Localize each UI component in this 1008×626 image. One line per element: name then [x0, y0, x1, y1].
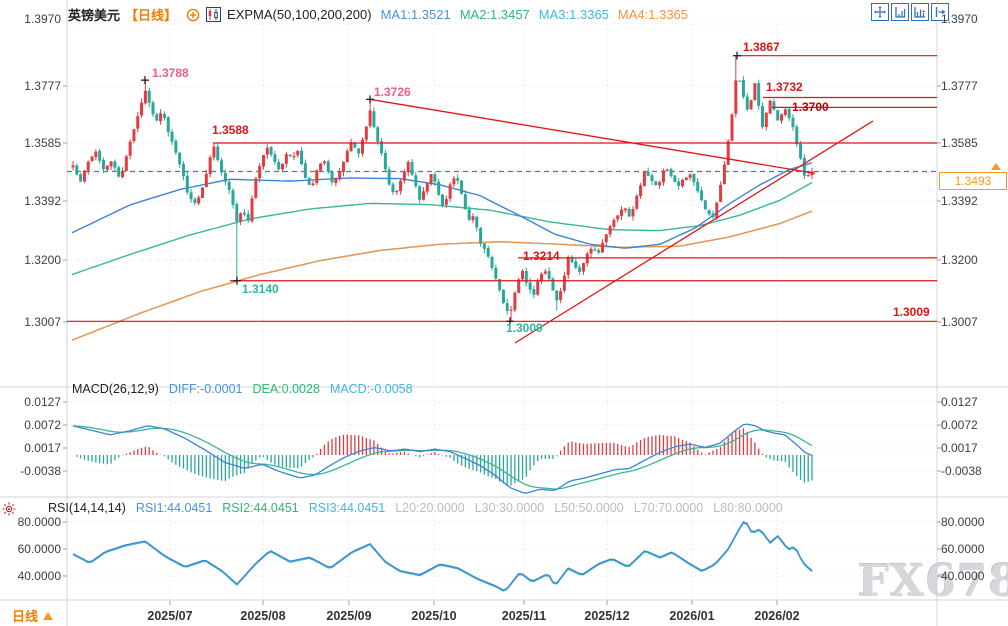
time-axis-label: 2025/08 — [240, 609, 286, 623]
macd-axis-label-left: 0.0072 — [24, 418, 61, 432]
rsi-level-l70: L70:70.0000 — [633, 501, 704, 515]
rsi3-value: RSI3:44.0451 — [308, 501, 386, 515]
move-crosshair-icon[interactable] — [871, 3, 889, 21]
price-level-annotation: 1.3009 — [506, 321, 543, 335]
fx678-watermark: FX678 — [858, 556, 1008, 607]
price-axis-label-left: 1.3970 — [24, 12, 61, 26]
price-axis-label-left: 1.3585 — [24, 136, 61, 150]
price-axis-label-right: 1.3392 — [941, 194, 978, 208]
symbol-name: 英镑美元 — [68, 8, 121, 23]
price-level-annotation: 1.3788 — [152, 66, 189, 80]
rsi-level-l30: L30:30.0000 — [474, 501, 545, 515]
rsi-level-l50: L50:50.0000 — [554, 501, 624, 515]
ma4-value: MA4:1.3365 — [617, 7, 689, 22]
axis-scale-right-icon[interactable] — [911, 3, 929, 21]
price-level-annotation: 1.3140 — [242, 282, 279, 296]
chart-toolbar — [871, 3, 949, 21]
macd-axis-label-right: 0.0127 — [941, 395, 978, 409]
timeframe-text: 日线 — [12, 609, 39, 624]
add-indicator-icon[interactable] — [186, 8, 200, 22]
rsi-axis-label-right: 60.0000 — [941, 542, 985, 556]
timeframe-label[interactable]: 【日线】 — [125, 8, 178, 23]
rsi-header: RSI(14,14,14) RSI1:44.0451 RSI2:44.0451 … — [48, 501, 783, 515]
macd-hist-value: MACD:-0.0058 — [329, 382, 413, 396]
price-axis-label-right: 1.3200 — [941, 253, 978, 267]
axis-scale-left-icon[interactable] — [891, 3, 909, 21]
price-level-annotation: 1.3726 — [374, 85, 411, 99]
macd-dea-value: DEA:0.0028 — [252, 382, 320, 396]
price-level-annotation: 1.3009 — [893, 305, 930, 319]
ma3-value: MA3:1.3365 — [538, 7, 609, 22]
macd-axis-label-left: 0.0127 — [24, 395, 61, 409]
price-axis-label-left: 1.3007 — [24, 315, 61, 329]
rsi-axis-label-right: 80.0000 — [941, 515, 985, 529]
macd-axis-label-right: -0.0038 — [941, 464, 982, 478]
time-axis-label: 2026/01 — [669, 609, 715, 623]
rsi-level-l20: L20:20.0000 — [395, 501, 465, 515]
candle-chart-icon[interactable] — [206, 7, 222, 22]
price-level-annotation: 1.3732 — [766, 80, 803, 94]
indicator-name: EXPMA(50,100,200,200) — [227, 7, 372, 22]
price-axis-label-right: 1.3007 — [941, 315, 978, 329]
time-axis-label: 2025/09 — [326, 609, 372, 623]
rsi-axis-label-left: 60.0000 — [17, 542, 61, 556]
rsi1-value: RSI1:44.0451 — [135, 501, 213, 515]
ma1-value: MA1:1.3521 — [380, 7, 451, 22]
rsi-axis-label-left: 40.0000 — [17, 569, 61, 583]
rsi-level-l80: L80:80.0000 — [713, 501, 783, 515]
rsi-axis-label-right: 40.0000 — [941, 569, 985, 583]
rsi2-value: RSI2:44.0451 — [222, 501, 299, 515]
price-axis-label-right: 1.3585 — [941, 136, 978, 150]
macd-header: MACD(26,12,9) DIFF:-0.0001 DEA:0.0028 MA… — [72, 382, 413, 396]
price-level-annotation: 1.3867 — [743, 40, 780, 54]
pan-right-icon[interactable] — [931, 3, 949, 21]
chart-header: 英镑美元 【日线】 EXPMA(50,100,200,200) MA1:1.35… — [68, 5, 688, 24]
time-axis-label: 2026/02 — [754, 609, 800, 623]
price-axis-label-right: 1.3970 — [941, 12, 978, 26]
macd-axis-label-left: -0.0038 — [20, 464, 61, 478]
macd-axis-label-right: 0.0072 — [941, 418, 978, 432]
price-axis-label-left: 1.3777 — [24, 79, 61, 93]
ma2-value: MA2:1.3457 — [459, 7, 530, 22]
price-axis-label-left: 1.3392 — [24, 194, 61, 208]
time-axis-label: 2025/07 — [147, 609, 193, 623]
rsi-axis-label-left: 80.0000 — [17, 515, 61, 529]
time-axis-label: 2025/11 — [501, 609, 547, 623]
price-level-annotation: 1.3214 — [523, 249, 560, 263]
timeframe-selector[interactable]: 日线 — [12, 606, 54, 625]
rsi-title: RSI(14,14,14) — [48, 501, 126, 515]
price-level-annotation: 1.3700 — [792, 100, 829, 114]
indicator-settings-sun-icon[interactable] — [2, 502, 16, 521]
price-axis-label-right: 1.3777 — [941, 79, 978, 93]
price-axis-label-left: 1.3200 — [24, 253, 61, 267]
price-up-arrow-icon — [991, 163, 1001, 170]
macd-title: MACD(26,12,9) — [72, 382, 159, 396]
timeframe-dropdown-arrow-icon — [43, 611, 54, 620]
macd-diff-value: DIFF:-0.0001 — [168, 382, 243, 396]
price-level-annotation: 1.3588 — [212, 123, 249, 137]
time-axis-label: 2025/12 — [584, 609, 630, 623]
macd-axis-label-left: 0.0017 — [24, 441, 61, 455]
current-price-tag: 1.3493 — [939, 172, 1007, 190]
macd-axis-label-right: 0.0017 — [941, 441, 978, 455]
time-axis-label: 2025/10 — [411, 609, 457, 623]
